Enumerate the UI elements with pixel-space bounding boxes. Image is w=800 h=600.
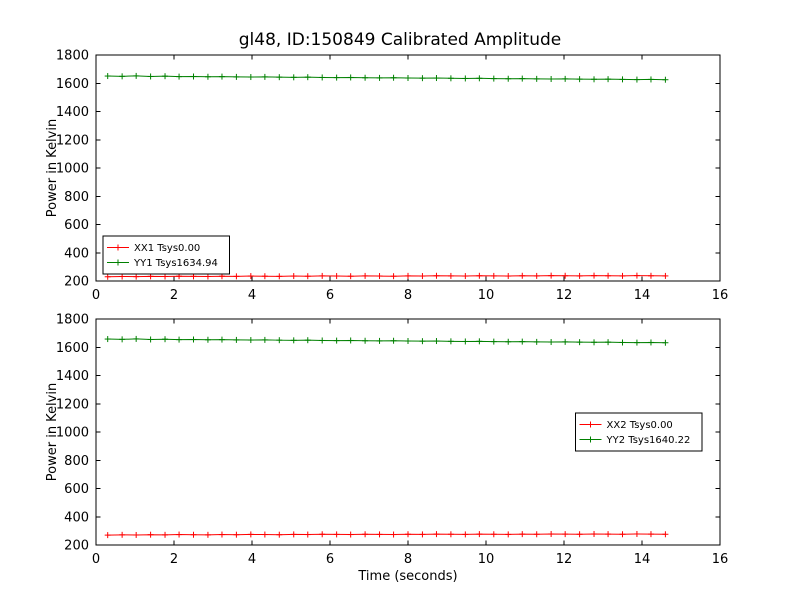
y-tick-label: 1000 (56, 162, 89, 177)
x-tick-label: 10 (478, 552, 495, 567)
subplot-top: 0 2 4 6 8 10 12 14 16 200 400 600 800 1000 1200 1400 160… (56, 49, 728, 304)
x-tick-label: 12 (556, 552, 573, 567)
legend-label: XX2 Tsys0.00 (607, 420, 673, 431)
y-tick-label: 800 (64, 454, 89, 469)
legend: XX1 Tsys0.00 YY1 Tsys1634.94 (102, 235, 230, 275)
y-tick-label: 600 (64, 482, 89, 497)
y-tick-label: 1400 (56, 369, 89, 384)
y-tick-label: 1000 (56, 426, 89, 441)
x-tick-label: 2 (170, 288, 178, 303)
x-tick-label: 6 (326, 552, 334, 567)
series-line (107, 275, 666, 278)
y-tick-label: 800 (64, 190, 89, 205)
legend: XX2 Tsys0.00 YY2 Tsys1640.22 (575, 412, 703, 452)
x-tick-label: 14 (634, 288, 651, 303)
axes (95, 318, 721, 546)
y-tick-label: 200 (64, 539, 89, 554)
y-tick-label: 1200 (56, 397, 89, 412)
x-tick-label: 16 (712, 552, 729, 567)
x-tick-label: 4 (248, 288, 256, 303)
legend-box (575, 412, 703, 452)
series-yy2 (104, 335, 669, 346)
figure-title: gl48, ID:150849 Calibrated Amplitude (239, 30, 561, 50)
y-tick-label: 1800 (56, 313, 89, 328)
y-tick-label: 200 (64, 275, 89, 290)
y-tick-label: 600 (64, 218, 89, 233)
x-tick-label: 16 (712, 288, 729, 303)
series-xx1 (104, 272, 669, 280)
subplot-bottom: 0 2 4 6 8 10 12 14 16 200 400 600 800 1000 1200 1400 160… (56, 313, 728, 568)
series-line (107, 75, 666, 81)
x-tick-label: 2 (170, 552, 178, 567)
x-tick-label: 12 (556, 288, 573, 303)
y-tick-label: 1800 (56, 49, 89, 64)
top-y-axis-label: Power in Kelvin (45, 119, 60, 217)
y-tick-label: 1200 (56, 133, 89, 148)
series-line (107, 533, 666, 536)
axes (95, 54, 721, 282)
y-tick-label: 1400 (56, 105, 89, 120)
x-tick-label: 4 (248, 552, 256, 567)
legend-label: XX1 Tsys0.00 (134, 243, 200, 254)
x-tick-label: 0 (92, 288, 100, 303)
legend-label: YY2 Tsys1640.22 (606, 435, 691, 446)
y-tick-label: 400 (64, 510, 89, 525)
x-axis-label: Time (seconds) (357, 569, 457, 584)
series-line (107, 338, 666, 344)
x-tick-label: 6 (326, 288, 334, 303)
x-tick-label: 0 (92, 552, 100, 567)
y-tick-label: 1600 (56, 341, 89, 356)
bottom-y-axis-label: Power in Kelvin (45, 383, 60, 481)
x-tick-label: 10 (478, 288, 495, 303)
legend-box (102, 235, 230, 275)
legend-label: YY1 Tsys1634.94 (133, 258, 218, 269)
series-xx2 (104, 530, 669, 539)
y-tick-label: 1600 (56, 77, 89, 92)
x-tick-label: 14 (634, 552, 651, 567)
x-tick-label: 8 (404, 288, 412, 303)
series-yy1 (104, 72, 669, 83)
x-tick-label: 8 (404, 552, 412, 567)
y-tick-label: 400 (64, 246, 89, 261)
